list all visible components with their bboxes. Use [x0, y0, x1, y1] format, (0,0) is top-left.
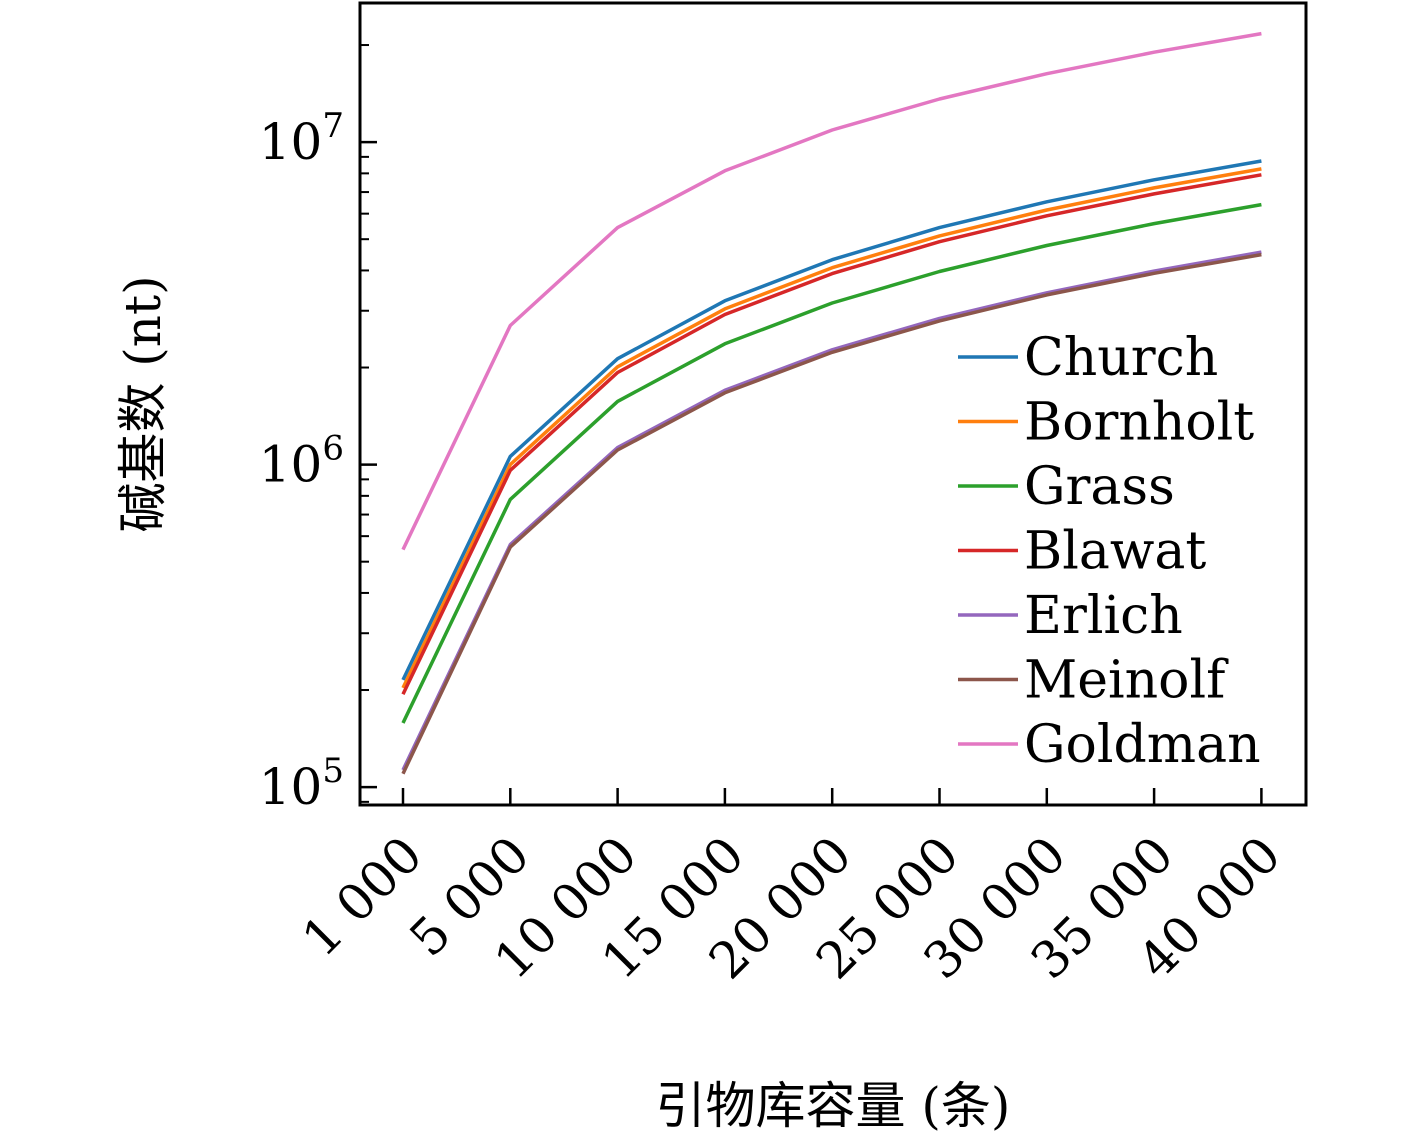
- legend-label-bornholt: Bornholt: [1024, 393, 1254, 453]
- y-axis-title: 碱基数 (nt): [114, 275, 172, 532]
- series-line-meinolf: [401, 252, 1262, 775]
- legend-label-blawat: Blawat: [1024, 522, 1206, 582]
- legend: ChurchBornholtGrassBlawatErlichMeinolfGo…: [958, 328, 1261, 775]
- series-line-bornholt: [401, 167, 1262, 689]
- x-tick-label: 1 000: [291, 825, 433, 967]
- y-axis-ticks: 105 106 107: [259, 106, 377, 816]
- series-line-erlich: [401, 250, 1262, 771]
- legend-label-erlich: Erlich: [1024, 586, 1183, 646]
- x-axis-title: 引物库容量 (条): [656, 1077, 1011, 1135]
- legend-label-church: Church: [1024, 328, 1218, 388]
- series-line-goldman: [401, 31, 1262, 551]
- y-tick-label: 105: [259, 751, 344, 816]
- series-lines: [401, 31, 1262, 775]
- y-minor-ticks: [360, 44, 369, 803]
- series-line-grass: [401, 202, 1262, 724]
- legend-label-meinolf: Meinolf: [1024, 651, 1229, 711]
- series-line-blawat: [401, 173, 1262, 696]
- legend-label-grass: Grass: [1024, 457, 1175, 517]
- legend-label-goldman: Goldman: [1024, 715, 1261, 775]
- y-tick-label: 107: [259, 106, 344, 171]
- series-line-church: [401, 159, 1262, 681]
- y-tick-label: 106: [259, 429, 344, 494]
